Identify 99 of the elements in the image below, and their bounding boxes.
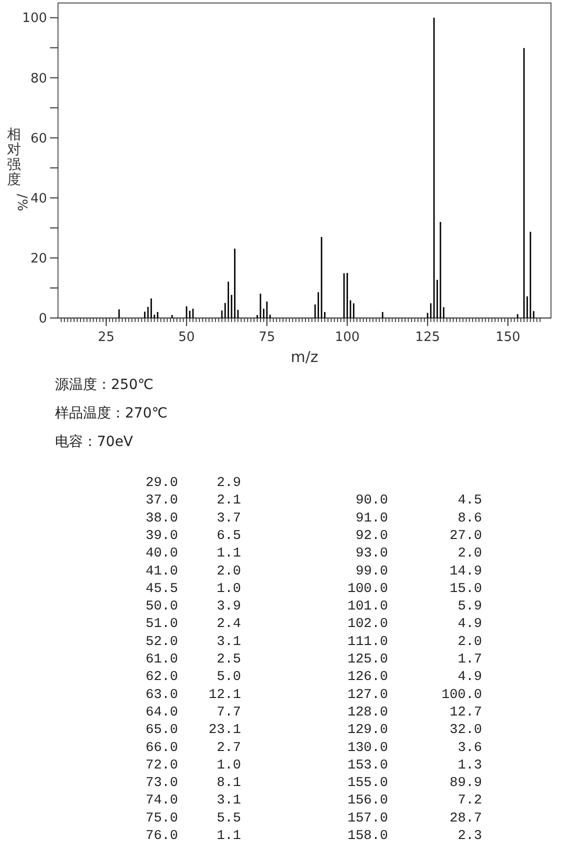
text: 40.0 [146, 546, 178, 562]
text: 51.0 [146, 617, 178, 632]
text: 2.3 [458, 829, 482, 844]
text: 6.5 [216, 528, 241, 544]
text: 1.7 [458, 652, 482, 668]
text: 28.7 [450, 811, 482, 826]
text: 157.0 [347, 811, 388, 826]
text: 32.0 [450, 723, 482, 738]
text: 156.0 [347, 794, 388, 809]
x-tick-label: 50 [178, 330, 195, 345]
text: 1.1 [216, 546, 241, 562]
text: 64.0 [146, 705, 178, 720]
text: 76.0 [146, 829, 178, 844]
text: 7.7 [216, 705, 241, 720]
text: 1.3 [458, 758, 482, 774]
text: 2.1 [216, 494, 241, 509]
text: 3.9 [216, 600, 241, 615]
text: 1.0 [216, 582, 241, 597]
text: 5.9 [458, 600, 482, 615]
text: 74.0 [146, 794, 178, 809]
y-axis-title: 相对强度/% [7, 127, 29, 212]
text: 91.0 [356, 511, 388, 526]
text: 1.0 [216, 758, 241, 774]
y-tick-label: 80 [30, 71, 47, 86]
text: 37.0 [146, 494, 178, 509]
text: 41.0 [146, 564, 178, 580]
text: 52.0 [146, 634, 178, 650]
text: 130.0 [347, 740, 388, 756]
text: 101.0 [347, 600, 388, 615]
text: 8.6 [458, 511, 482, 526]
y-tick-label: 60 [30, 131, 47, 146]
text: 61.0 [146, 652, 178, 668]
text: 2.0 [216, 564, 241, 580]
text: 27.0 [450, 528, 482, 544]
text: 样品温度：270℃ [55, 406, 168, 422]
x-tick-label: 125 [415, 330, 440, 345]
text: 2.5 [216, 652, 241, 668]
text: 4.5 [458, 494, 482, 509]
text: 158.0 [347, 829, 388, 844]
text: 153.0 [347, 758, 388, 774]
text: 65.0 [146, 723, 178, 738]
text: 4.9 [458, 617, 482, 632]
text: 39.0 [146, 528, 178, 544]
text: 14.9 [450, 564, 482, 580]
text: 75.0 [146, 811, 178, 826]
text: 5.5 [216, 811, 241, 826]
text: 99.0 [356, 564, 388, 580]
text: 100.0 [441, 688, 482, 703]
text: 111.0 [347, 634, 388, 650]
text: 129.0 [347, 723, 388, 738]
text: 7.2 [458, 794, 482, 809]
text: 2.4 [216, 617, 241, 632]
text: 126.0 [347, 670, 388, 686]
text: 89.9 [450, 776, 482, 792]
text: 62.0 [146, 670, 178, 686]
text: 8.1 [216, 776, 241, 792]
text: 2.0 [458, 546, 482, 562]
text: 38.0 [146, 511, 178, 526]
y-tick-label: 20 [30, 251, 47, 266]
x-tick-label: 25 [98, 330, 114, 345]
text: 12.1 [208, 688, 241, 703]
y-tick-label: 100 [22, 11, 47, 26]
y-tick-label: 40 [30, 191, 47, 206]
text: 3.6 [458, 740, 482, 756]
text: 电容：70eV [55, 434, 134, 450]
text: 3.1 [216, 634, 241, 650]
text: 100.0 [347, 582, 388, 597]
text: 2.9 [216, 476, 241, 491]
text: 3.1 [216, 794, 241, 809]
text: 23.1 [208, 723, 241, 738]
text: 源温度：250℃ [55, 377, 154, 393]
text: 72.0 [146, 758, 178, 774]
text: 2.0 [458, 634, 482, 650]
text: 2.7 [216, 740, 241, 756]
text: 92.0 [356, 528, 388, 544]
text: 45.5 [146, 582, 178, 597]
text: 12.7 [450, 705, 482, 720]
text: 1.1 [216, 829, 241, 844]
text: 63.0 [146, 688, 178, 703]
text: 93.0 [356, 546, 388, 562]
text: 127.0 [347, 688, 388, 703]
text: 29.0 [146, 476, 178, 491]
text: 73.0 [146, 776, 178, 792]
x-tick-label: 150 [496, 330, 520, 345]
text: 128.0 [347, 705, 388, 720]
text: 50.0 [146, 600, 178, 615]
text: 90.0 [356, 494, 388, 509]
text: 5.0 [216, 670, 241, 686]
text: 125.0 [347, 652, 388, 668]
text: 15.0 [450, 582, 482, 597]
text: 4.9 [458, 670, 482, 686]
text: 66.0 [146, 740, 178, 756]
x-axis-title: m/z [290, 348, 318, 366]
x-tick-label: 75 [258, 330, 276, 345]
text: 155.0 [347, 776, 388, 792]
text: 102.0 [347, 617, 388, 632]
x-tick-label: 100 [334, 330, 360, 345]
y-tick-label: 0 [38, 312, 47, 326]
text: 3.7 [216, 511, 241, 526]
